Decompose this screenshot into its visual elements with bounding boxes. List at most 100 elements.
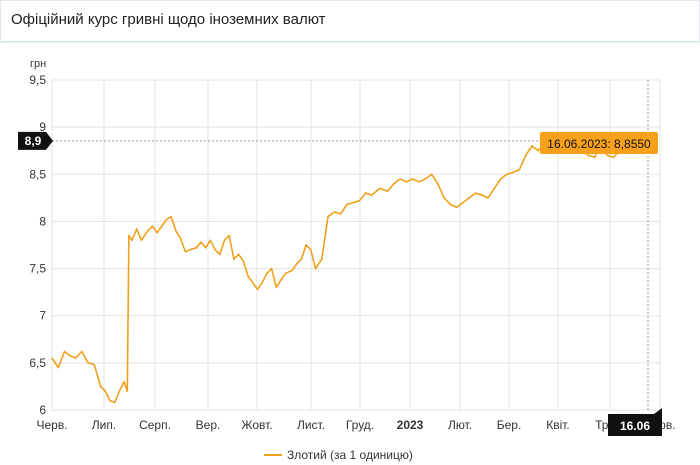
x-tick-label: Квіт. — [546, 418, 570, 432]
data-point — [113, 401, 116, 404]
data-point — [537, 149, 540, 152]
data-point — [386, 190, 389, 193]
tooltip: 16.06.2023: 8,8550 — [540, 132, 658, 154]
data-point — [291, 269, 293, 272]
data-point — [126, 390, 129, 392]
data-point — [247, 275, 249, 277]
data-point — [160, 225, 163, 227]
data-point — [320, 258, 323, 260]
tooltip-text: 16.06.2023: 8,8550 — [547, 137, 651, 151]
data-point — [128, 234, 130, 237]
data-point — [175, 230, 177, 232]
data-point — [170, 215, 172, 218]
y-tick-label: 6,5 — [29, 356, 46, 370]
x-tick-label: Лист. — [297, 418, 325, 432]
x-tick-label: Жовт. — [241, 418, 272, 432]
data-point — [424, 178, 427, 180]
data-point — [371, 194, 373, 196]
tooltip-box — [540, 132, 658, 154]
y-tick-label: 6 — [39, 403, 46, 417]
data-point — [200, 241, 202, 243]
data-point — [219, 253, 221, 256]
crosshair-x-label: 16.06 — [608, 408, 662, 436]
data-point — [131, 239, 133, 242]
data-point — [261, 281, 263, 284]
data-point — [63, 350, 66, 353]
data-point — [430, 173, 433, 176]
legend-label[interactable]: Злотий (за 1 одиницю) — [287, 448, 413, 462]
data-point — [214, 248, 216, 251]
data-point — [228, 234, 231, 237]
legend[interactable]: Злотий (за 1 одиницю) — [264, 448, 413, 462]
data-point — [474, 192, 477, 194]
x-tick-label: Лют. — [448, 418, 472, 432]
data-point — [518, 168, 521, 171]
data-point — [251, 281, 254, 284]
data-point — [109, 399, 111, 402]
data-point — [51, 357, 53, 359]
data-point — [327, 215, 329, 218]
data-point — [364, 192, 367, 194]
data-point — [437, 182, 439, 185]
data-point — [493, 187, 496, 190]
data-point — [612, 156, 615, 159]
data-point — [184, 250, 187, 253]
data-point — [405, 181, 408, 183]
data-point — [87, 362, 89, 364]
data-point — [346, 203, 348, 206]
data-point — [418, 181, 420, 183]
data-point — [606, 154, 609, 157]
data-point — [189, 248, 191, 251]
data-point — [123, 380, 125, 383]
data-point — [358, 199, 361, 202]
x-tick-label: Вер. — [196, 418, 221, 432]
x-tick-label: Лип. — [92, 418, 116, 432]
data-point — [352, 201, 354, 204]
data-point — [309, 248, 312, 251]
y-tick-label: 7,5 — [29, 262, 46, 276]
data-point — [99, 385, 102, 388]
x-tick-label: Серп. — [139, 418, 171, 432]
data-point — [468, 197, 471, 199]
data-point — [462, 201, 464, 204]
data-point — [379, 187, 381, 190]
crosshair-x-text: 16.06 — [620, 419, 650, 433]
data-point — [499, 178, 502, 180]
crosshair-y-box — [18, 131, 53, 150]
crosshair: 8,9 16.06 16.06.2023: 8,8550 — [18, 80, 662, 436]
series-line-zloty — [51, 135, 649, 404]
data-point — [151, 225, 154, 227]
data-point — [156, 231, 158, 234]
data-point — [81, 350, 83, 353]
y-tick-label: 8 — [39, 214, 46, 228]
data-point — [506, 173, 508, 176]
grid-lines — [51, 79, 661, 411]
data-point — [118, 390, 121, 392]
data-point — [104, 390, 107, 392]
crosshair-y-text: 8,9 — [25, 134, 42, 148]
chart-header: Офіційний курс гривні щодо іноземних вал… — [0, 0, 700, 42]
data-point — [593, 156, 596, 159]
data-point — [57, 366, 60, 369]
data-point — [209, 239, 212, 242]
y-axis: грн 6 6,5 7 7,5 8 8,5 9 9,5 — [29, 58, 46, 417]
data-point — [135, 228, 138, 230]
data-point — [74, 357, 77, 359]
data-point — [270, 267, 273, 270]
data-point — [233, 258, 235, 260]
data-point — [449, 203, 452, 206]
data-point — [68, 354, 71, 357]
x-tick-label: Груд. — [346, 418, 374, 432]
data-point — [195, 247, 198, 249]
data-point — [393, 182, 395, 185]
data-point — [314, 267, 317, 270]
data-point — [275, 286, 278, 289]
y-tick-label: 8,5 — [29, 167, 46, 181]
y-tick-label: 7 — [39, 309, 46, 323]
data-point — [443, 197, 445, 199]
data-point — [146, 230, 149, 232]
data-point — [140, 239, 143, 242]
x-axis: Черв. Лип. Серп. Вер. Жовт. Лист. Груд. 2023 Лют… — [36, 418, 675, 432]
y-tick-label: 9 — [39, 120, 46, 134]
